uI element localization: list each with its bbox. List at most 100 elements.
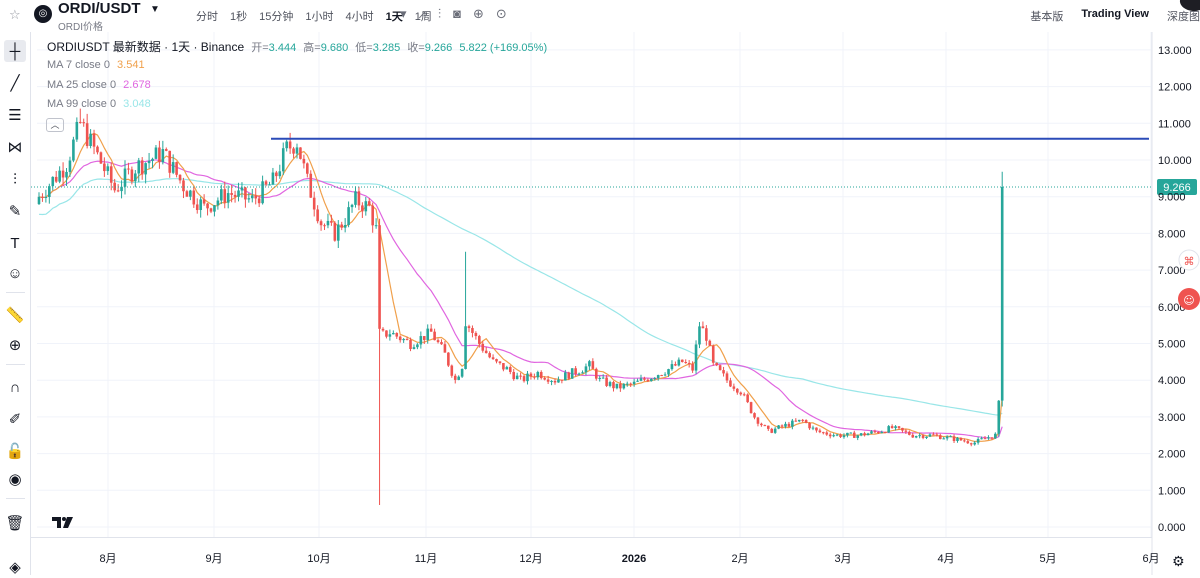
view-mode-1[interactable]: Trading View [1081,8,1149,20]
toolbar-icons: ▾ ⩘ ⫶ ◙ ⊕ ⊙ [400,6,507,22]
candle-body [522,376,526,382]
legend-low: 3.285 [372,42,401,54]
unlock-icon[interactable]: 🔓 [5,443,25,460]
candle-body [859,433,863,436]
candle-body [402,339,405,341]
candle-body [65,171,68,178]
price-tick-label: 8.000 [1158,228,1186,240]
candle-body [687,362,691,364]
add-icon[interactable]: ⊕ [472,6,484,21]
candle-body [935,434,939,436]
collapse-legend-icon[interactable]: ︿ [46,118,64,132]
candle-body [78,121,82,123]
price-tick-label: 3.000 [1158,412,1186,424]
candle-body [938,435,942,440]
legend-ma99[interactable]: MA 99 close 0 3.048 [47,98,155,110]
price-tick-label: 12.000 [1158,82,1192,94]
chart-type-icon[interactable]: ⫶ [437,6,442,21]
legend-high-label: 高= [303,42,321,54]
candle-body [58,170,61,182]
legend-ma7[interactable]: MA 7 close 0 3.541 [47,59,149,71]
candle-body [250,195,254,199]
candle-body [178,174,182,181]
eye-icon[interactable]: ◉ [8,471,22,488]
candle-body [175,162,178,175]
emoji-icon[interactable]: ☺ [7,264,23,282]
toolbar-divider [6,498,25,499]
candle-body [897,426,901,428]
candle-body [560,379,564,381]
candle-body [295,147,299,154]
interval-tab-2[interactable]: 15分钟 [259,11,294,23]
camera-icon[interactable]: ◙ [453,6,461,21]
candle-body [199,199,202,211]
settings-circle-icon[interactable]: ⊙ [495,6,507,21]
lock-draw-icon[interactable]: ✐ [8,411,22,428]
candle-body [822,432,825,434]
zoom-in-icon[interactable]: ⊕ [8,337,22,354]
chart-grid [37,32,1152,537]
candle-body [732,386,736,389]
interval-tab-5[interactable]: 1天 [385,11,403,23]
candle-body [484,350,488,354]
interval-dropdown-icon[interactable]: ▾ [400,6,407,21]
candle-body [546,379,550,382]
ruler-icon[interactable]: 📏 [5,307,25,324]
ordi-logo-icon: ◎ [34,5,52,23]
candle-body [264,181,268,185]
candle-body [275,172,278,177]
interval-tab-3[interactable]: 1小时 [305,11,334,23]
crosshair-icon[interactable]: ┼ [4,40,26,62]
indicator-icon[interactable]: ⩘ [418,6,426,21]
layers-icon[interactable]: ◈ [9,559,21,576]
candle-body [96,146,99,153]
candle-body [952,436,956,442]
interval-tab-1[interactable]: 1秒 [230,11,248,23]
price-chart[interactable]: 9.266 13.000 12.000 11.000 10.000 9.000 8.000… [31,32,1200,575]
candle-body [760,423,763,426]
candle-body [705,328,708,341]
interval-tab-0[interactable]: 分时 [196,11,218,23]
brush-icon[interactable]: ✎ [8,203,22,220]
candle-body [374,225,378,227]
candle-body [116,190,120,192]
candle-body [708,340,712,346]
favorite-star-icon[interactable]: ☆ [9,7,21,22]
ma99-label: MA 99 close 0 [47,98,117,110]
candle-body [684,362,688,364]
interval-tab-4[interactable]: 4小时 [345,11,374,23]
pattern-icon[interactable]: ⋈ [7,139,23,156]
fib-icon[interactable]: ⫶ [13,170,17,188]
view-mode-0[interactable]: 基本版 [1030,11,1064,23]
view-mode-2[interactable]: 深度图 [1167,11,1200,23]
symbol-title[interactable]: ORDI/USDT [58,0,141,17]
legend-ma25[interactable]: MA 25 close 0 2.678 [47,79,155,91]
candle-body [381,328,385,331]
symbol-dropdown-icon[interactable]: ▼ [150,4,160,15]
candle-body [870,431,873,434]
candle-body [863,433,866,436]
trash-icon[interactable]: 🗑 [5,515,25,532]
magnet-icon[interactable]: ∩ [9,378,21,396]
interval-tab-6[interactable]: 1周 [414,11,432,23]
time-tick-label: 10月 [307,553,330,565]
text-icon[interactable]: T [10,234,20,252]
candle-body [41,196,44,198]
time-axis[interactable]: 8月 9月 10月 11月 12月 2026 2月 3月 4月 5月 6月 [31,537,1160,566]
candle-body [392,333,395,335]
candle-body [543,378,546,380]
chart-settings-gear-icon[interactable]: ⚙ [1172,553,1185,569]
trendline-icon[interactable]: ╱ [10,75,20,92]
candle-body [309,173,313,198]
candle-body [164,149,168,151]
toolbar-divider [6,292,25,293]
price-axis[interactable]: 13.000 12.000 11.000 10.000 9.000 8.000 7.000 6… [1151,32,1192,575]
candle-body [763,425,767,427]
candle-body [37,196,41,205]
time-tick-label: 11月 [415,553,437,565]
candle-body [281,148,285,172]
horizontal-lines-icon[interactable]: ☰ [8,107,22,124]
candle-body [550,380,553,382]
candle-body [436,340,440,343]
candle-body [605,377,608,386]
